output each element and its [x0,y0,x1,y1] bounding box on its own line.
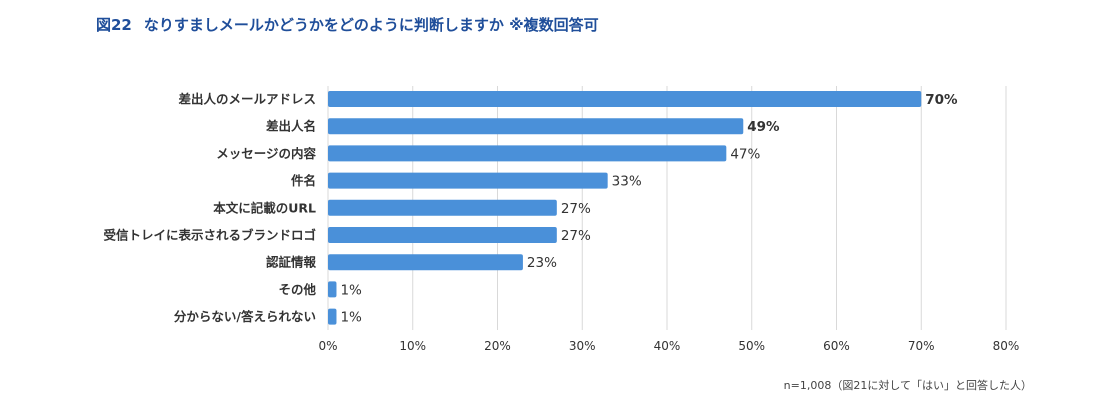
category-label: 受信トレイに表示されるブランドロゴ [103,228,316,243]
x-tick-label: 10% [399,339,426,353]
category-label: 本文に記載のURL [213,200,316,215]
bar [328,91,922,107]
value-label: 27% [561,228,591,244]
x-tick-label: 60% [823,339,850,353]
bar [328,199,557,216]
bar [328,308,337,325]
category-label: 差出人のメールアドレス [177,92,316,107]
value-label: 70% [925,92,958,108]
x-tick-label: 50% [738,339,765,353]
bar [328,227,557,243]
bar [328,254,523,271]
category-label: その他 [278,282,316,297]
value-label: 49% [747,119,780,135]
value-label: 23% [527,255,557,271]
value-label: 47% [730,146,760,162]
title-text: なりすましメールかどうかをどのように判断しますか ※複数回答可 [143,16,599,34]
x-tick-label: 80% [993,339,1020,353]
category-label: 差出人名 [265,119,316,134]
x-tick-label: 70% [908,339,935,353]
bar [328,281,337,298]
category-label: 認証情報 [266,255,317,270]
category-label: 件名 [291,173,316,188]
bar [328,172,608,189]
value-label: 27% [561,201,591,217]
value-label: 33% [612,174,642,190]
chart-title: 図22 なりすましメールかどうかをどのように判断しますか ※複数回答可 [96,14,599,35]
category-label: メッセージの内容 [216,146,316,161]
sample-note: n=1,008（図21に対して「はい」と回答した人） [783,379,1032,392]
x-tick-label: 40% [654,339,681,353]
category-label: 分からない/答えられない [174,309,316,324]
x-tick-label: 20% [484,339,511,353]
x-tick-label: 30% [569,339,596,353]
figure-number: 図22 [96,16,132,34]
value-label: 1% [340,310,362,326]
bar [328,145,727,162]
bar [328,118,744,135]
value-label: 1% [340,282,362,298]
x-tick-label: 0% [318,339,337,353]
